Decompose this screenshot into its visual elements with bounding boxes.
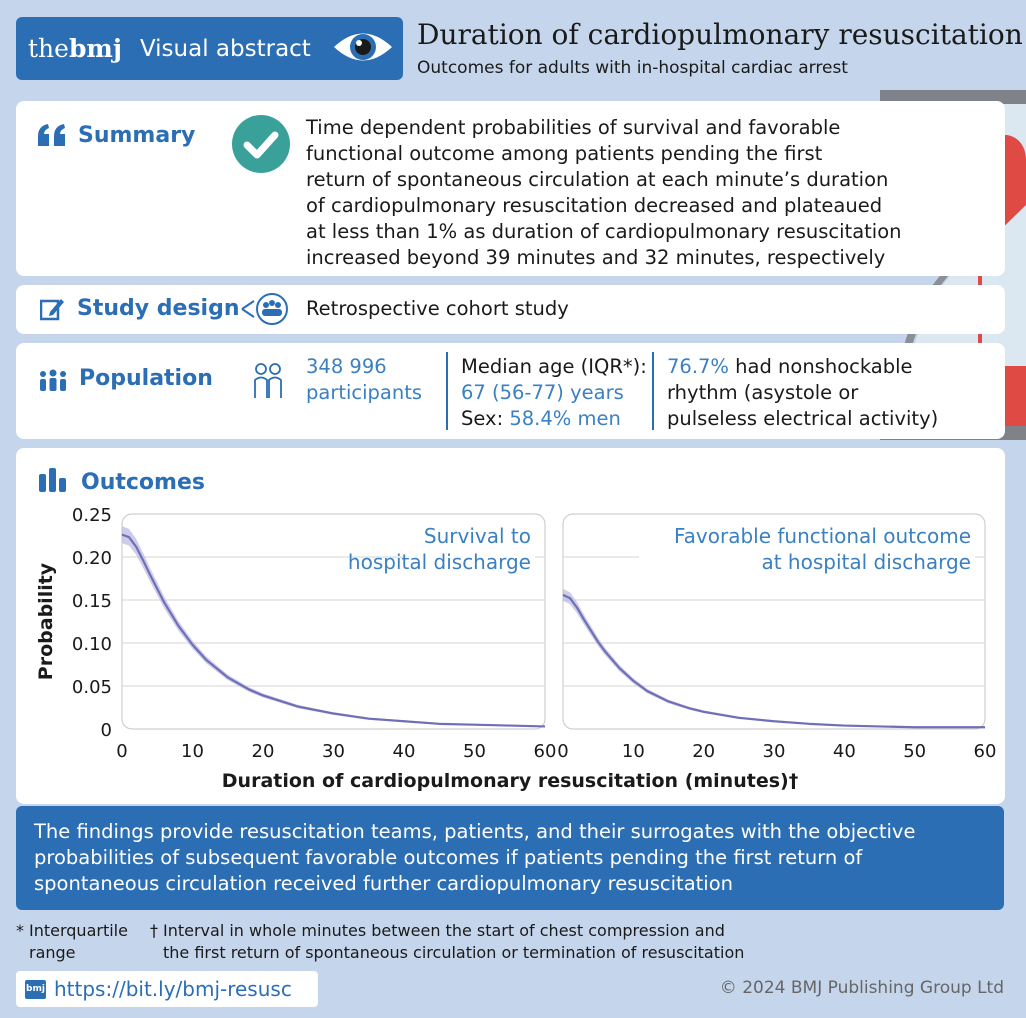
median-age-value: 67 (56-77) years bbox=[461, 381, 624, 404]
summary-line: increased beyond 39 minutes and 32 minut… bbox=[306, 246, 886, 269]
x-tick-label: 30 bbox=[763, 741, 786, 762]
summary-text: Time dependent probabilities of survival… bbox=[306, 115, 906, 271]
study-design-label: Study design bbox=[77, 296, 240, 321]
x-axis-title: Duration of cardiopulmonary resuscitatio… bbox=[222, 770, 798, 792]
page-title: Duration of cardiopulmonary resuscitatio… bbox=[417, 18, 1023, 51]
x-tick-label: 0 bbox=[116, 741, 127, 762]
participants-label: participants bbox=[306, 381, 423, 404]
participants-icon bbox=[253, 362, 283, 404]
cohort-icon bbox=[240, 292, 292, 330]
brand-label: Visual abstract bbox=[139, 35, 311, 62]
panel-title-bg bbox=[639, 520, 975, 580]
outcomes-label: Outcomes bbox=[81, 470, 205, 495]
panel-title: Favorable functional outcome bbox=[674, 524, 971, 548]
summary-line: functional outcome among patients pendin… bbox=[306, 142, 823, 165]
eye-icon bbox=[331, 26, 395, 72]
demographics-text: Median age (IQR*): 67 (56-77) years Sex:… bbox=[461, 354, 647, 432]
pencil-icon bbox=[39, 297, 64, 325]
summary-line: Time dependent probabilities of survival… bbox=[306, 116, 841, 139]
footnote-line: Interval in whole minutes between the st… bbox=[163, 921, 725, 940]
y-tick-label: 0.20 bbox=[72, 548, 112, 569]
conclusion-line: The findings provide resuscitation teams… bbox=[34, 820, 916, 843]
sex-label: Sex: bbox=[461, 407, 510, 430]
summary-card bbox=[16, 101, 1005, 276]
y-tick-label: 0 bbox=[101, 720, 112, 741]
participants-text: 348 996 participants bbox=[306, 354, 422, 406]
rhythm-line: pulseless electrical activity) bbox=[667, 407, 939, 430]
panel-title-bg bbox=[403, 520, 535, 580]
study-design-text: Retrospective cohort study bbox=[306, 297, 569, 320]
summary-label: Summary bbox=[78, 123, 196, 148]
bmj-logo-icon: bmj bbox=[25, 979, 46, 999]
x-tick-label: 40 bbox=[393, 741, 416, 762]
conclusion-banner: The findings provide resuscitation teams… bbox=[16, 806, 1004, 910]
conclusion-line: spontaneous circulation received further… bbox=[34, 872, 734, 895]
series-line bbox=[562, 593, 985, 729]
y-tick-label: 0.10 bbox=[72, 634, 112, 655]
people-group-icon bbox=[38, 369, 68, 397]
checkmark-icon bbox=[232, 115, 290, 177]
footnote-iqr: * Interquartile range bbox=[16, 920, 128, 964]
rhythm-line: 76.7% had nonshockable bbox=[667, 354, 938, 380]
x-tick-label: 50 bbox=[463, 741, 486, 762]
y-tick-label: 0.05 bbox=[72, 677, 112, 698]
y-tick-label: 0.25 bbox=[72, 505, 112, 526]
footnote-dagger: † Interval in whole minutes between the s… bbox=[150, 920, 744, 964]
nonshockable-text: had nonshockable bbox=[728, 355, 913, 378]
nonshockable-pct: 76.7% bbox=[667, 355, 729, 378]
x-tick-label: 10 bbox=[181, 741, 204, 762]
url-box[interactable]: bmj https://bit.ly/bmj-resusc bbox=[16, 971, 318, 1007]
rhythm-text: 76.7% had nonshockable rhythm (asystole … bbox=[667, 354, 938, 432]
population-divider bbox=[446, 352, 448, 430]
x-tick-label: 40 bbox=[833, 741, 856, 762]
summary-line: of cardiopulmonary resuscitation decreas… bbox=[306, 194, 883, 217]
study-design-card bbox=[16, 285, 1005, 334]
population-card bbox=[16, 343, 1005, 439]
copyright-text: © 2024 BMJ Publishing Group Ltd bbox=[719, 978, 1004, 998]
bar-chart-icon bbox=[39, 468, 69, 496]
page-subtitle: Outcomes for adults with in-hospital car… bbox=[417, 58, 848, 78]
summary-line: at less than 1% as duration of cardiopul… bbox=[306, 220, 902, 243]
series-line bbox=[121, 533, 546, 728]
article-link[interactable]: https://bit.ly/bmj-resusc bbox=[54, 977, 292, 1001]
brand-banner: the bmj Visual abstract bbox=[16, 17, 403, 80]
x-tick-label: 0 bbox=[557, 741, 568, 762]
footnote-line: Interquartile bbox=[29, 921, 128, 940]
conclusion-line: probabilities of subsequent favorable ou… bbox=[34, 846, 863, 869]
participants-count: 348 996 bbox=[306, 355, 387, 378]
population-label: Population bbox=[79, 366, 213, 391]
y-tick-label: 0.15 bbox=[72, 591, 112, 612]
x-tick-label: 20 bbox=[252, 741, 275, 762]
x-tick-label: 60 bbox=[974, 741, 997, 762]
panel-title: Survival to bbox=[424, 524, 531, 548]
population-divider bbox=[652, 352, 654, 430]
rhythm-line: rhythm (asystole or bbox=[667, 381, 859, 404]
median-age-label: Median age (IQR*): bbox=[461, 355, 647, 378]
sex-value: 58.4% men bbox=[509, 407, 621, 430]
x-tick-label: 10 bbox=[622, 741, 645, 762]
panel-title: at hospital discharge bbox=[761, 550, 971, 574]
x-tick-label: 60 bbox=[534, 741, 557, 762]
quote-icon bbox=[36, 122, 68, 152]
y-axis-title: Probability bbox=[35, 562, 57, 680]
footnote-mark: † bbox=[150, 921, 158, 940]
footnote-mark: * bbox=[16, 921, 24, 940]
brand-the: the bbox=[28, 34, 69, 63]
x-tick-label: 30 bbox=[322, 741, 345, 762]
brand-bmj: bmj bbox=[68, 34, 122, 63]
footnote-line: the first return of spontaneous circulat… bbox=[163, 943, 745, 962]
sex-line: Sex: 58.4% men bbox=[461, 406, 647, 432]
summary-line: return of spontaneous circulation at eac… bbox=[306, 168, 889, 191]
footnote-line: range bbox=[29, 943, 76, 962]
x-tick-label: 20 bbox=[692, 741, 715, 762]
x-tick-label: 50 bbox=[903, 741, 926, 762]
panel-title: hospital discharge bbox=[348, 550, 531, 574]
